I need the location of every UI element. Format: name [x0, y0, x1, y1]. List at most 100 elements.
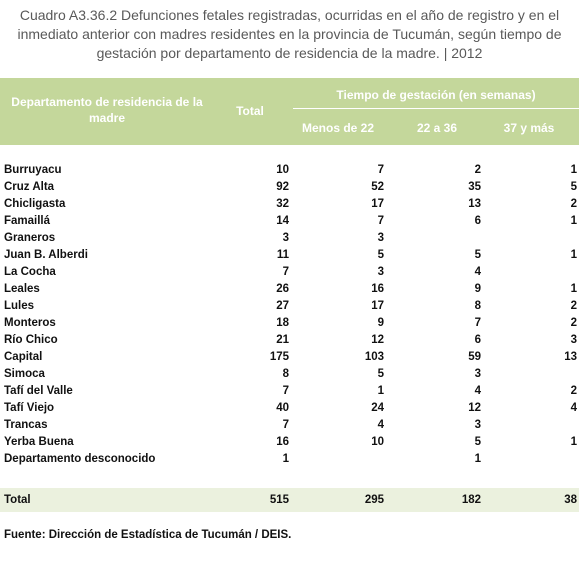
value-cell: 4 — [474, 385, 481, 397]
value-cell: 7 — [377, 215, 384, 227]
value-cell: 1 — [377, 385, 384, 397]
row-label: La Cocha — [4, 266, 56, 278]
row-label: Tafí del Valle — [4, 385, 73, 397]
value-cell: 18 — [276, 317, 289, 329]
table-header: Departamento de residencia de la madre T… — [0, 78, 579, 145]
row-label: Trancas — [4, 419, 48, 431]
header-group: Tiempo de gestación (en semanas) — [336, 88, 536, 102]
value-cell: 10 — [371, 436, 384, 448]
value-cell: 3 — [282, 232, 289, 244]
value-cell: 5 — [377, 249, 384, 261]
header-sub: 37 y más — [503, 121, 555, 135]
row-label: Simoca — [4, 368, 45, 380]
row-label: Río Chico — [4, 334, 58, 346]
value-cell: 38 — [564, 494, 577, 506]
value-cell: 3 — [474, 419, 481, 431]
row-label: Capital — [4, 351, 43, 363]
value-cell: 21 — [276, 334, 289, 346]
value-cell: 3 — [474, 368, 481, 380]
value-cell: 7 — [474, 317, 481, 329]
value-cell: 13 — [564, 351, 577, 363]
value-cell: 24 — [371, 402, 384, 414]
row-label: Total — [4, 494, 31, 506]
row-label: Cruz Alta — [4, 181, 55, 193]
value-cell: 7 — [377, 164, 384, 176]
value-cell: 2 — [570, 385, 577, 397]
value-cell: 5 — [570, 181, 577, 193]
header-total: Total — [236, 104, 264, 118]
value-cell: 59 — [468, 351, 481, 363]
value-cell: 12 — [371, 334, 384, 346]
value-cell: 17 — [371, 198, 384, 210]
row-label: Tafí Viejo — [4, 402, 55, 414]
value-cell: 11 — [276, 249, 289, 261]
source: Fuente: Dirección de Estadística de Tucu… — [4, 529, 292, 541]
value-cell: 14 — [276, 215, 289, 227]
value-cell: 175 — [269, 351, 289, 363]
value-cell: 9 — [377, 317, 384, 329]
value-cell: 2 — [570, 317, 577, 329]
value-cell: 8 — [474, 300, 481, 312]
header-department: Departamento de residencia de la madre — [11, 95, 203, 125]
value-cell: 1 — [474, 453, 481, 465]
row-label: Lules — [4, 300, 35, 312]
value-cell: 4 — [474, 266, 481, 278]
value-cell: 52 — [371, 181, 384, 193]
value-cell: 103 — [364, 351, 384, 363]
header-sub: 22 a 36 — [416, 121, 458, 135]
value-cell: 10 — [276, 164, 289, 176]
row-label: Yerba Buena — [4, 436, 74, 448]
value-cell: 1 — [282, 453, 289, 465]
value-cell: 515 — [269, 494, 289, 506]
row-label: Juan B. Alberdi — [4, 249, 88, 261]
row-label: Chicligasta — [4, 198, 66, 210]
value-cell: 295 — [364, 494, 384, 506]
value-cell: 2 — [474, 164, 481, 176]
value-cell: 3 — [377, 266, 384, 278]
value-cell: 13 — [468, 198, 481, 210]
value-cell: 2 — [570, 198, 577, 210]
value-cell: 7 — [282, 385, 289, 397]
value-cell: 26 — [276, 283, 289, 295]
value-cell: 12 — [468, 402, 481, 414]
value-cell: 7 — [282, 266, 289, 278]
title: Cuadro A3.36.2 Defunciones fetales regis… — [17, 7, 562, 61]
value-cell: 5 — [474, 249, 481, 261]
value-cell: 16 — [371, 283, 384, 295]
value-cell: 9 — [474, 283, 481, 295]
row-label: Burruyacu — [4, 164, 62, 176]
row-label: Leales — [4, 283, 40, 295]
row-label: Departamento desconocido — [4, 453, 156, 465]
value-cell: 1 — [570, 249, 577, 261]
value-cell: 7 — [282, 419, 289, 431]
value-cell: 8 — [282, 368, 289, 380]
value-cell: 1 — [570, 164, 577, 176]
value-cell: 27 — [276, 300, 289, 312]
total-band — [0, 488, 579, 512]
value-cell: 3 — [570, 334, 577, 346]
value-cell: 35 — [468, 181, 481, 193]
row-label: Graneros — [4, 232, 56, 244]
value-cell: 17 — [371, 300, 384, 312]
row-label: Famaillá — [4, 215, 51, 227]
value-cell: 1 — [570, 436, 577, 448]
value-cell: 4 — [377, 419, 384, 431]
value-cell: 6 — [474, 215, 481, 227]
value-cell: 32 — [276, 198, 289, 210]
value-cell: 3 — [377, 232, 384, 244]
value-cell: 5 — [377, 368, 384, 380]
value-cell: 4 — [570, 402, 577, 414]
value-cell: 182 — [461, 494, 481, 506]
header-sub: Menos de 22 — [301, 121, 375, 135]
value-cell: 1 — [570, 215, 577, 227]
value-cell: 6 — [474, 334, 481, 346]
value-cell: 92 — [276, 181, 289, 193]
value-cell: 40 — [276, 402, 289, 414]
value-cell: 5 — [474, 436, 481, 448]
value-cell: 2 — [570, 300, 577, 312]
value-cell: 16 — [276, 436, 289, 448]
row-label: Monteros — [4, 317, 56, 329]
header-rule — [293, 108, 579, 109]
value-cell: 1 — [570, 283, 577, 295]
